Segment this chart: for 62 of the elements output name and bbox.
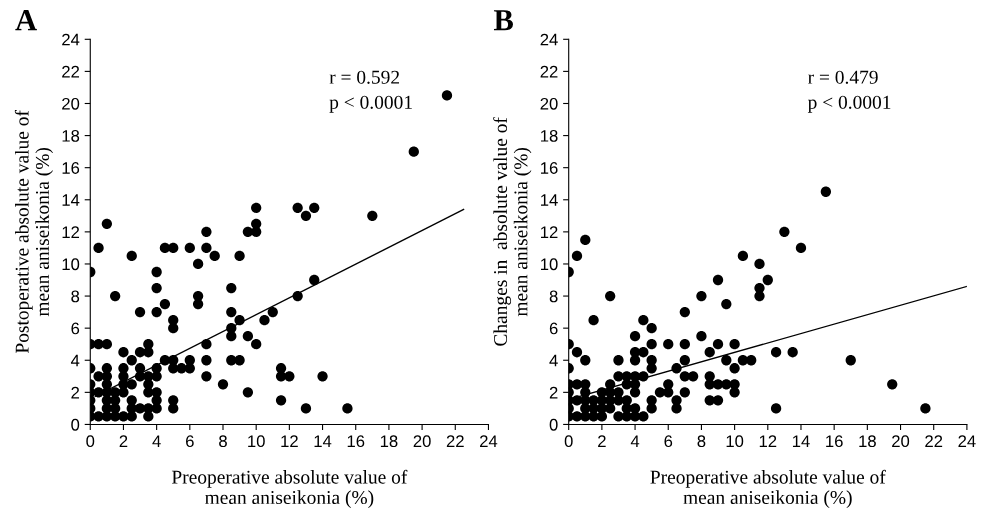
- y-tick-label: 16: [62, 162, 80, 174]
- y-tick-label: 0: [549, 418, 558, 431]
- y-tick-label: 14: [541, 194, 558, 206]
- x-tick-label: 20: [892, 435, 910, 448]
- x-tick-label: 0: [86, 435, 95, 448]
- x-tick-label: 10: [248, 435, 265, 448]
- x-tick-label: 18: [859, 435, 876, 448]
- x-tick-label: 12: [281, 435, 298, 447]
- annotation: p < 0.0001: [329, 95, 412, 113]
- x-tick-label: 22: [925, 435, 943, 447]
- x-tick-label: 6: [664, 435, 673, 448]
- x-axis-title: Preoperative absolute value of mean aniseikonia (%): [650, 469, 886, 508]
- y-tick-label: 12: [541, 226, 558, 238]
- x-tick-label: 14: [792, 435, 810, 447]
- y-tick-label: 2: [71, 386, 80, 399]
- y-tick-label: 4: [70, 354, 80, 367]
- y-tick-label: 0: [71, 418, 80, 431]
- x-tick-label: 24: [958, 435, 976, 447]
- y-axis-title: Postoperative absolute value of mean aniseikonia (%): [14, 110, 53, 354]
- x-tick-label: 22: [446, 435, 464, 447]
- x-tick-label: 8: [219, 435, 227, 448]
- x-tick-label: 16: [347, 435, 365, 448]
- y-tick-label: 4: [549, 354, 558, 367]
- y-tick-label: 20: [62, 97, 80, 110]
- y-tick-label: 22: [62, 65, 80, 78]
- y-tick-label: 24: [540, 33, 558, 46]
- y-tick-label: 12: [62, 226, 80, 238]
- x-tick-label: 24: [480, 435, 498, 447]
- y-tick-label: 10: [62, 258, 80, 271]
- y-tick-label: 8: [71, 290, 80, 303]
- chart-title: A: [15, 10, 37, 31]
- x-tick-label: 10: [726, 435, 744, 448]
- x-tick-label: 0: [564, 435, 573, 448]
- y-tick-label: 6: [549, 322, 558, 335]
- y-tick-label: 18: [541, 129, 558, 142]
- y-tick-label: 10: [541, 258, 558, 271]
- x-tick-label: 6: [186, 435, 194, 448]
- x-tick-label: 8: [697, 435, 706, 448]
- x-tick-label: 20: [413, 435, 431, 448]
- y-tick-label: 18: [62, 129, 80, 142]
- y-tick-label: 24: [62, 33, 80, 46]
- x-tick-label: 12: [759, 435, 777, 447]
- y-axis-title: Changes in absolute value of mean aniseikonia (%): [493, 117, 532, 346]
- x-tick-label: 16: [826, 435, 843, 448]
- y-tick-label: 22: [540, 65, 558, 78]
- y-tick-label: 6: [71, 322, 80, 335]
- annotation: r = 0.592: [329, 70, 400, 84]
- annotation: p < 0.0001: [807, 95, 891, 113]
- annotation: r = 0.479: [808, 70, 878, 84]
- x-tick-label: 4: [630, 435, 640, 447]
- x-tick-label: 2: [119, 435, 128, 447]
- x-tick-label: 18: [380, 435, 398, 448]
- x-axis-title: Preoperative absolute value of mean aniseikonia (%): [171, 469, 408, 508]
- y-tick-label: 16: [541, 162, 558, 174]
- x-tick-label: 14: [314, 435, 332, 447]
- x-tick-label: 2: [598, 435, 606, 447]
- y-tick-label: 2: [549, 386, 558, 399]
- y-tick-label: 8: [549, 290, 558, 303]
- y-tick-label: 20: [540, 97, 558, 110]
- y-tick-label: 14: [62, 194, 80, 206]
- x-tick-label: 4: [152, 435, 161, 447]
- chart-title: B: [493, 10, 514, 31]
